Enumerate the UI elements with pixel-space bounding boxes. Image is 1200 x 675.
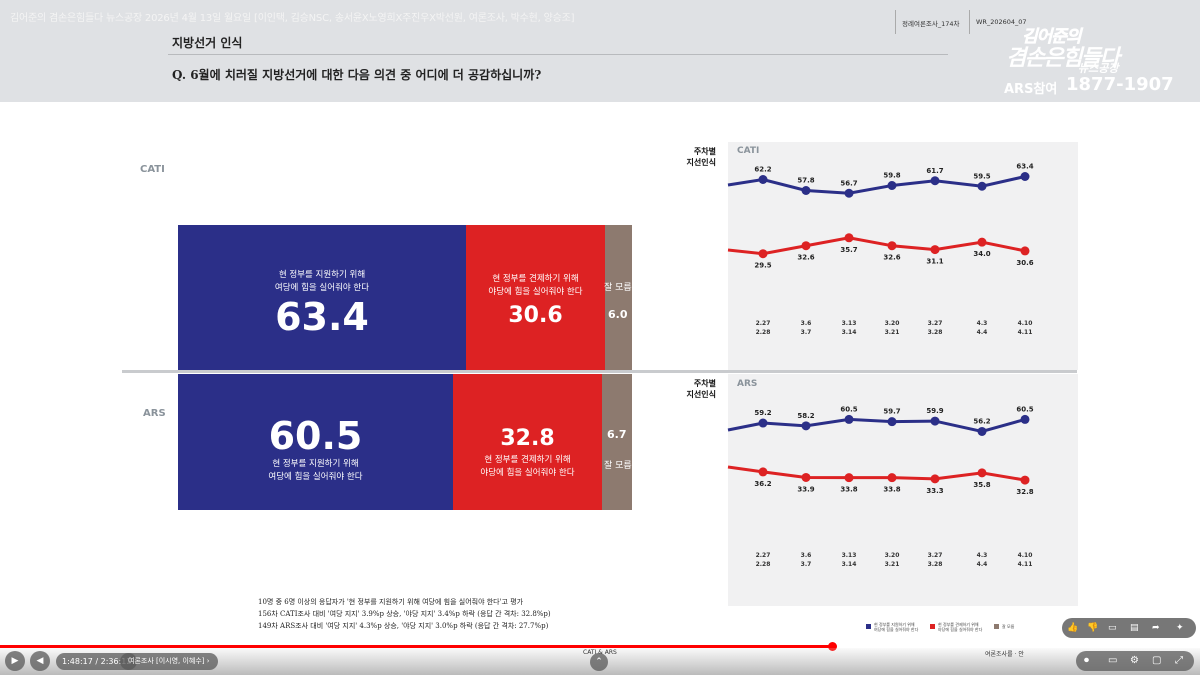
logo-ars-label: ARS참여 <box>1004 82 1058 97</box>
chevron-up-icon[interactable]: ⌃ <box>590 653 608 671</box>
tag-separator <box>969 10 970 34</box>
ars-support-desc-2: 여당에 힘을 실어줘야 한다 <box>268 472 363 482</box>
ars-trend-tag: ARS <box>737 379 758 389</box>
logo-line-1: 김어준의 <box>1022 27 1082 48</box>
ars-group-label: ARS <box>143 408 166 419</box>
legend-swatch-support <box>866 624 871 629</box>
channel-logo: 김어준의 겸손은힘들다 뉴스공장 ARS참여 1877-1907 <box>1004 14 1194 100</box>
logo-line-3: 뉴스공장 <box>1078 62 1119 75</box>
side-label-line-2: 지선인식 <box>686 158 716 167</box>
side-label-line-2: 지선인식 <box>686 390 716 399</box>
comment-icon[interactable]: ▭ <box>1108 623 1117 633</box>
chat-icon[interactable]: ▤ <box>1130 623 1139 633</box>
section-title: 지방선거 인식 <box>172 36 243 50</box>
chapter-button[interactable]: 여론조사 [이시영, 이혜수] › <box>120 653 218 670</box>
player-right-controls <box>1076 651 1194 671</box>
ars-trend-panel <box>728 374 1078 606</box>
video-title: 김어준의 겸손은힘들다 뉴스공장 2026년 4월 13일 월요일 [이인택, … <box>10 13 575 24</box>
cati-dont-know-label: 잘 모름 <box>604 283 632 293</box>
ars-support-desc-1: 현 정부를 지원하기 위해 <box>272 459 359 469</box>
cati-support-desc-1: 현 정부를 지원하기 위해 <box>278 270 366 280</box>
legend-support: 현 정부를 지원하기 위해 여당에 힘을 실어줘야 한다 <box>874 622 918 632</box>
share-icon[interactable]: ➦ <box>1152 623 1160 633</box>
legend-check-line-2: 야당에 힘을 실어줘야 한다 <box>938 627 983 632</box>
legend-check-line-1: 현 정부를 견제하기 위해 <box>938 622 979 627</box>
survey-question: Q. 6월에 치러질 지방선거에 대한 다음 의견 중 어디에 더 공감하십니까… <box>172 68 542 82</box>
side-label-line-1: 주차별 <box>693 147 716 156</box>
engagement-bar <box>1062 618 1196 638</box>
section-divider-line <box>122 370 1077 373</box>
dislike-icon[interactable]: 👎 <box>1087 623 1099 633</box>
ars-dont-know-bar <box>602 374 632 510</box>
footnote-line-2: 156차 CATI조사 대비 '여당 지지' 3.9%p 상승, '야당 지지'… <box>258 610 551 618</box>
cati-trend-side-label: 주차별 지선인식 <box>670 146 716 168</box>
cati-check-value: 30.6 <box>508 303 563 328</box>
settings-gear-icon[interactable]: ⚙ <box>1130 655 1139 666</box>
progress-knob[interactable] <box>827 642 837 651</box>
ars-dont-know-value: 6.7 <box>607 428 627 441</box>
legend-check: 현 정부를 견제하기 위해 야당에 힘을 실어줘야 한다 <box>938 622 982 632</box>
cast-icon[interactable]: ▢ <box>1152 655 1162 666</box>
trend-legend: 현 정부를 지원하기 위해 여당에 힘을 실어줘야 한다 현 정부를 견제하기 … <box>862 620 1062 634</box>
ars-check-value: 32.8 <box>500 426 555 451</box>
cati-check-desc-1: 현 정부를 견제하기 위해 <box>492 274 579 284</box>
legend-support-line-1: 현 정부를 지원하기 위해 <box>874 622 915 627</box>
slide-header: 김어준의 겸손은힘들다 뉴스공장 2026년 4월 13일 월요일 [이인택, … <box>0 0 1200 102</box>
subtitles-icon[interactable]: ▭ <box>1108 655 1118 666</box>
progress-fill <box>0 645 832 648</box>
logo-phone-number: 1877-1907 <box>1066 74 1174 95</box>
cati-dont-know-value: 6.0 <box>608 308 628 321</box>
cati-support-desc-2: 여당에 힘을 실어줘야 한다 <box>274 283 370 293</box>
survey-code: WR_202604_07 <box>976 18 1027 26</box>
ars-support-value: 60.5 <box>268 414 363 458</box>
cati-trend-tag: CATI <box>737 146 760 156</box>
more-icon[interactable]: ✦ <box>1176 623 1184 633</box>
time-display: 1:48:17 / 2:36:12 <box>56 653 138 670</box>
cati-check-bar: 현 정부를 견제하기 위해 야당에 힘을 실어줘야 한다 30.6 <box>466 225 605 370</box>
ars-check-desc-2: 야당에 힘을 실어줘야 한다 <box>480 468 575 478</box>
ars-check-desc-1: 현 정부를 견제하기 위해 <box>484 455 571 465</box>
volume-icon[interactable]: ◀ <box>30 651 50 671</box>
cati-support-value: 63.4 <box>275 295 369 339</box>
cati-check-desc-2: 야당에 힘을 실어줘야 한다 <box>488 287 583 297</box>
play-button[interactable]: ▶ <box>5 651 25 671</box>
cati-group-label: CATI <box>140 164 165 175</box>
ars-trend-side-label: 주차별 지선인식 <box>670 378 716 400</box>
ars-support-bar: 60.5 현 정부를 지원하기 위해 여당에 힘을 실어줘야 한다 <box>178 374 453 510</box>
legend-swatch-check <box>930 624 935 629</box>
chapter-marker-title: CATI & ARS <box>583 649 617 656</box>
cati-trend-panel <box>728 142 1078 370</box>
cati-support-bar: 현 정부를 지원하기 위해 여당에 힘을 실어줘야 한다 63.4 <box>178 225 466 370</box>
footnote-line-1: 10명 중 6명 이상의 응답자가 '현 정부를 지원하기 위해 여당에 힘을 … <box>258 598 524 606</box>
side-label-line-1: 주차별 <box>693 379 716 388</box>
cati-dont-know-bar <box>605 225 632 370</box>
ars-check-bar: 32.8 현 정부를 견제하기 위해 야당에 힘을 실어줘야 한다 <box>453 374 602 510</box>
section-divider <box>168 54 948 55</box>
footnote: 10명 중 6명 이상의 응답자가 '현 정부를 지원하기 위해 여당에 힘을 … <box>258 596 551 632</box>
legend-support-line-2: 여당에 힘을 실어줘야 한다 <box>874 627 919 632</box>
tag-separator <box>895 10 896 34</box>
survey-tag: 정례여론조사_174차 <box>902 20 960 28</box>
autoplay-toggle[interactable]: ⏺ <box>1084 655 1089 666</box>
fullscreen-icon[interactable]: ⤢ <box>1175 655 1183 666</box>
ars-dont-know-label: 잘 모름 <box>604 461 632 471</box>
like-icon[interactable]: 👍 <box>1067 623 1079 633</box>
chapter-marker-right: 여론조사를 · 안 <box>985 651 1024 658</box>
logo-line-2: 겸손은힘들다 <box>1006 46 1120 71</box>
legend-dont-know: 잘 모름 <box>1002 624 1015 629</box>
legend-swatch-dont-know <box>994 624 999 629</box>
footnote-line-3: 149차 ARS조사 대비 '여당 지지' 4.3%p 상승, '야당 지지' … <box>258 622 549 630</box>
